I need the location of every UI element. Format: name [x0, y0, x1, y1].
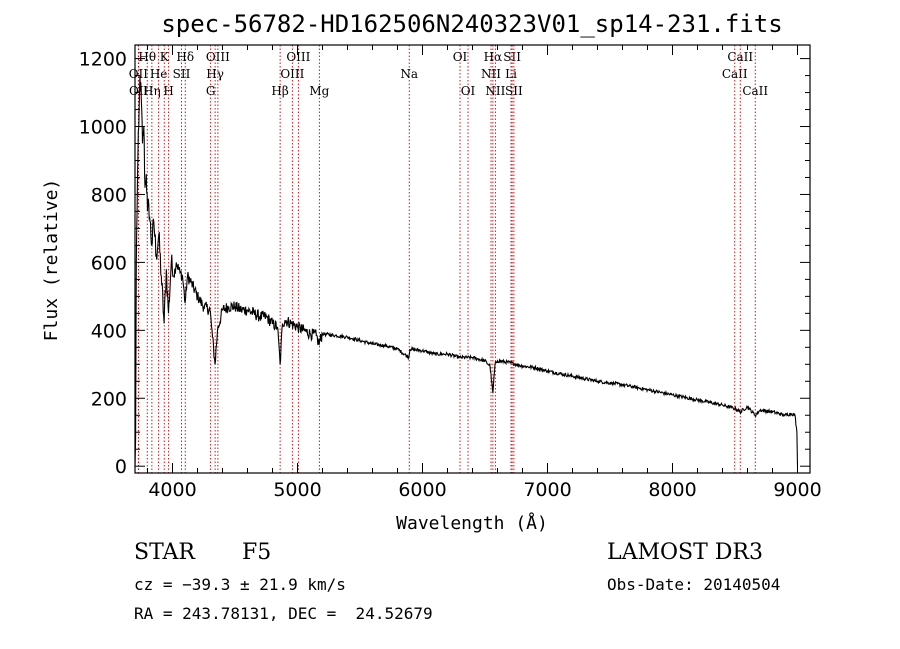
spectral-line-label: Hδ [176, 50, 194, 64]
observation-date: Obs-Date: 20140504 [607, 575, 781, 594]
spectral-line-label: CaII [722, 67, 748, 81]
spectral-line-label: Hγ [206, 67, 224, 81]
spectral-line-label: OI [461, 84, 476, 98]
spectral-line-label: NII [481, 67, 501, 81]
chart-title: spec-56782-HD162506N240323V01_sp14-231.f… [161, 10, 782, 38]
spectral-line-label: G [206, 84, 216, 98]
spectral-line-label: He [150, 67, 168, 81]
y-tick-label: 600 [91, 252, 127, 274]
x-tick-label: 9000 [773, 479, 821, 501]
redshift-cz: cz = −39.3 ± 21.9 km/s [134, 575, 346, 594]
object-class: STAR [134, 540, 195, 565]
spectral-line-label: CaII [742, 84, 768, 98]
x-tick-label: 4000 [148, 479, 196, 501]
spectral-line-label: CaII [727, 50, 753, 64]
axis-ticks: 4000 5000 6000 7000 8000 9000 0 200 400 600 800 100… [79, 45, 822, 501]
object-subclass: F5 [242, 540, 272, 565]
y-tick-label: 0 [115, 456, 127, 478]
x-tick-label: 5000 [273, 479, 321, 501]
spectral-line-label: Hα [484, 50, 503, 64]
x-tick-label: 6000 [398, 479, 446, 501]
spectral-line-label: K [160, 50, 170, 64]
spectral-line-label: OIII [206, 50, 230, 64]
plot-frame [134, 44, 811, 474]
y-tick-label: 200 [91, 388, 127, 410]
x-axis-label: Wavelength (Å) [396, 512, 548, 534]
y-tick-label: 800 [91, 184, 127, 206]
spectral-line-label: SII [505, 84, 523, 98]
spectral-line-label: OIII [280, 67, 304, 81]
spectral-line-label: NII [485, 84, 505, 98]
spectral-line-label: Hη [143, 84, 161, 98]
spectral-line-label: Hβ [271, 84, 288, 98]
coordinates: RA = 243.78131, DEC = 24.52679 [134, 604, 433, 623]
spectral-line-label: Mg [309, 84, 329, 98]
flux-series-line [134, 75, 799, 467]
spectral-line-label: Na [400, 67, 418, 81]
x-tick-label: 8000 [648, 479, 696, 501]
survey-name: LAMOST DR3 [607, 540, 763, 565]
y-tick-label: 400 [91, 320, 127, 342]
spectral-line-label: H [163, 84, 173, 98]
y-tick-label: 1200 [79, 49, 127, 71]
spectral-line-label: SII [173, 67, 191, 81]
spectral-line-label: OII [129, 84, 149, 98]
spectral-line-label: OIII [286, 50, 310, 64]
spectral-line-label: SII [503, 50, 521, 64]
spectral-line-label: Li [505, 67, 517, 81]
spectral-line-label: OI [453, 50, 468, 64]
y-tick-label: 1000 [79, 117, 127, 139]
x-tick-label: 7000 [523, 479, 571, 501]
spectral-line-label: Hθ [138, 50, 156, 64]
y-axis-label: Flux (relative) [41, 179, 62, 342]
